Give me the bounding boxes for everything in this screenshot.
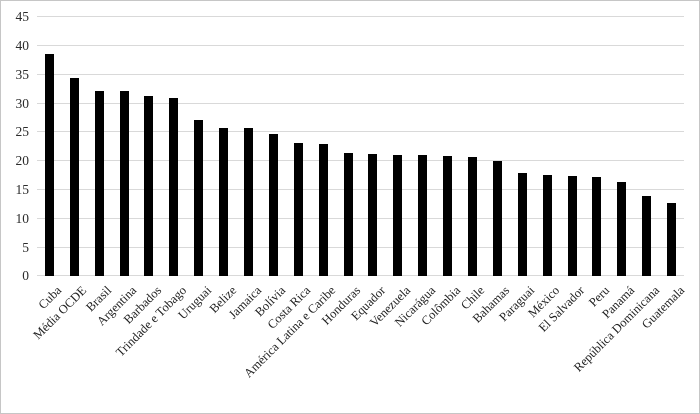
y-axis-tick-label: 40 bbox=[15, 38, 30, 53]
y-axis-tick-label: 25 bbox=[15, 124, 30, 140]
gridline bbox=[37, 73, 684, 75]
bar-guatemala bbox=[667, 203, 677, 276]
bar-el-salvador bbox=[567, 175, 577, 276]
bar-costa-rica bbox=[293, 142, 303, 276]
bar-trindade-e-tobago bbox=[169, 97, 179, 276]
y-axis-tick-label: 0 bbox=[22, 268, 29, 284]
x-axis-line bbox=[37, 275, 684, 277]
bar-equador bbox=[368, 154, 378, 276]
bar-barbados bbox=[144, 95, 154, 276]
bar-bol-via bbox=[268, 133, 278, 276]
bar-bahamas bbox=[492, 160, 502, 276]
y-axis-tick-label: 10 bbox=[15, 210, 30, 226]
bar-cuba bbox=[44, 53, 54, 276]
bar-venezuela bbox=[393, 154, 403, 276]
y-axis-tick-label: 45 bbox=[15, 9, 30, 25]
gridline bbox=[37, 217, 684, 219]
bar-nicar-gua bbox=[418, 154, 428, 276]
bar-uruguai bbox=[194, 120, 204, 276]
bar-belize bbox=[219, 127, 229, 276]
bar-paraguai bbox=[517, 172, 527, 276]
bar-chile bbox=[467, 156, 477, 276]
bar-rep-blica-dominicana bbox=[642, 195, 652, 276]
bar-panam- bbox=[617, 182, 627, 276]
bar-argentina bbox=[119, 91, 129, 276]
bar-jamaica bbox=[244, 128, 254, 276]
gridline bbox=[37, 131, 684, 133]
bar-m-xico bbox=[542, 175, 552, 276]
gridline bbox=[37, 189, 684, 190]
y-axis-tick-label: 5 bbox=[22, 239, 29, 255]
y-axis-tick-label: 35 bbox=[15, 66, 30, 82]
y-axis-tick-label: 20 bbox=[15, 153, 30, 169]
bar-m-dia-ocde bbox=[69, 78, 79, 276]
gridline bbox=[37, 102, 684, 104]
bar-am-rica-latina-e-caribe bbox=[318, 143, 328, 276]
bar-col-mbia bbox=[443, 155, 453, 276]
bar-brasil bbox=[94, 91, 104, 276]
gridline bbox=[37, 45, 684, 46]
y-axis-tick-label: 30 bbox=[15, 95, 30, 111]
gridline bbox=[37, 16, 684, 18]
bar-peru bbox=[592, 177, 602, 276]
gridline bbox=[37, 160, 684, 162]
bar-honduras bbox=[343, 153, 353, 276]
y-axis-tick-label: 15 bbox=[15, 182, 30, 197]
gridline bbox=[37, 246, 684, 248]
